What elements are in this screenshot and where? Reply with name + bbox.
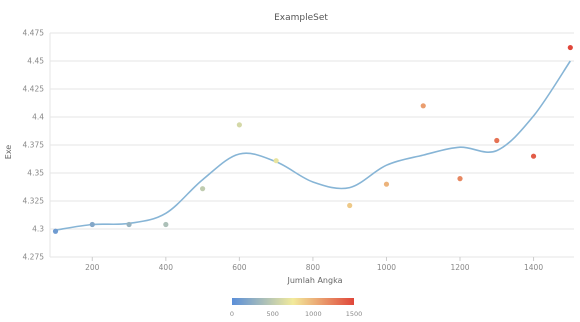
x-tick-label: 1400: [524, 263, 543, 272]
y-tick-label: 4.3: [32, 225, 44, 234]
x-axis-label: Jumlah Angka: [287, 276, 343, 285]
colorbar: [232, 298, 354, 305]
colorbar-tick-label: 0: [230, 310, 234, 318]
y-tick-label: 4.45: [27, 57, 44, 66]
data-point: [163, 221, 169, 228]
data-point: [273, 158, 279, 164]
colorbar-tick-label: 500: [266, 310, 278, 318]
y-axis-ticks: 4.275 4.3 4.325 4.35 4.375 4.4 4.425 4.45 4.475: [23, 29, 45, 262]
data-point: [567, 44, 573, 51]
y-axis-label: Exe: [4, 145, 13, 160]
data-points: [52, 44, 573, 234]
data-point: [200, 186, 206, 192]
y-tick-label: 4.475: [23, 29, 45, 38]
grid: [49, 32, 574, 258]
smooth-trend-line: [55, 60, 571, 231]
x-tick-label: 800: [306, 263, 321, 272]
y-tick-label: 4.4: [32, 113, 44, 122]
colorbar-tick-label: 1500: [346, 310, 363, 318]
x-tick-label: 1000: [377, 263, 396, 272]
data-point: [494, 137, 500, 144]
x-tick-label: 200: [85, 263, 100, 272]
data-point: [420, 103, 426, 109]
colorbar-ticks: 0 500 1000 1500: [230, 310, 362, 318]
x-tick-label: 1200: [450, 263, 469, 272]
data-point: [126, 221, 132, 228]
data-point: [52, 228, 59, 234]
y-tick-label: 4.325: [23, 197, 45, 206]
x-axis-ticks: 200 400 600 800 1000 1200 1400: [85, 257, 543, 272]
y-tick-label: 4.425: [23, 85, 45, 94]
chart-title: ExampleSet: [274, 13, 328, 23]
data-point: [383, 181, 390, 187]
y-tick-label: 4.35: [27, 169, 44, 178]
data-point: [530, 153, 537, 159]
y-tick-label: 4.275: [23, 253, 45, 262]
data-point: [457, 176, 463, 182]
y-tick-label: 4.375: [23, 141, 45, 150]
data-point: [347, 202, 353, 209]
data-point: [236, 122, 242, 128]
x-tick-label: 600: [232, 263, 247, 272]
colorbar-tick-label: 1000: [305, 310, 322, 318]
data-point: [89, 221, 95, 228]
x-tick-label: 400: [159, 263, 174, 272]
